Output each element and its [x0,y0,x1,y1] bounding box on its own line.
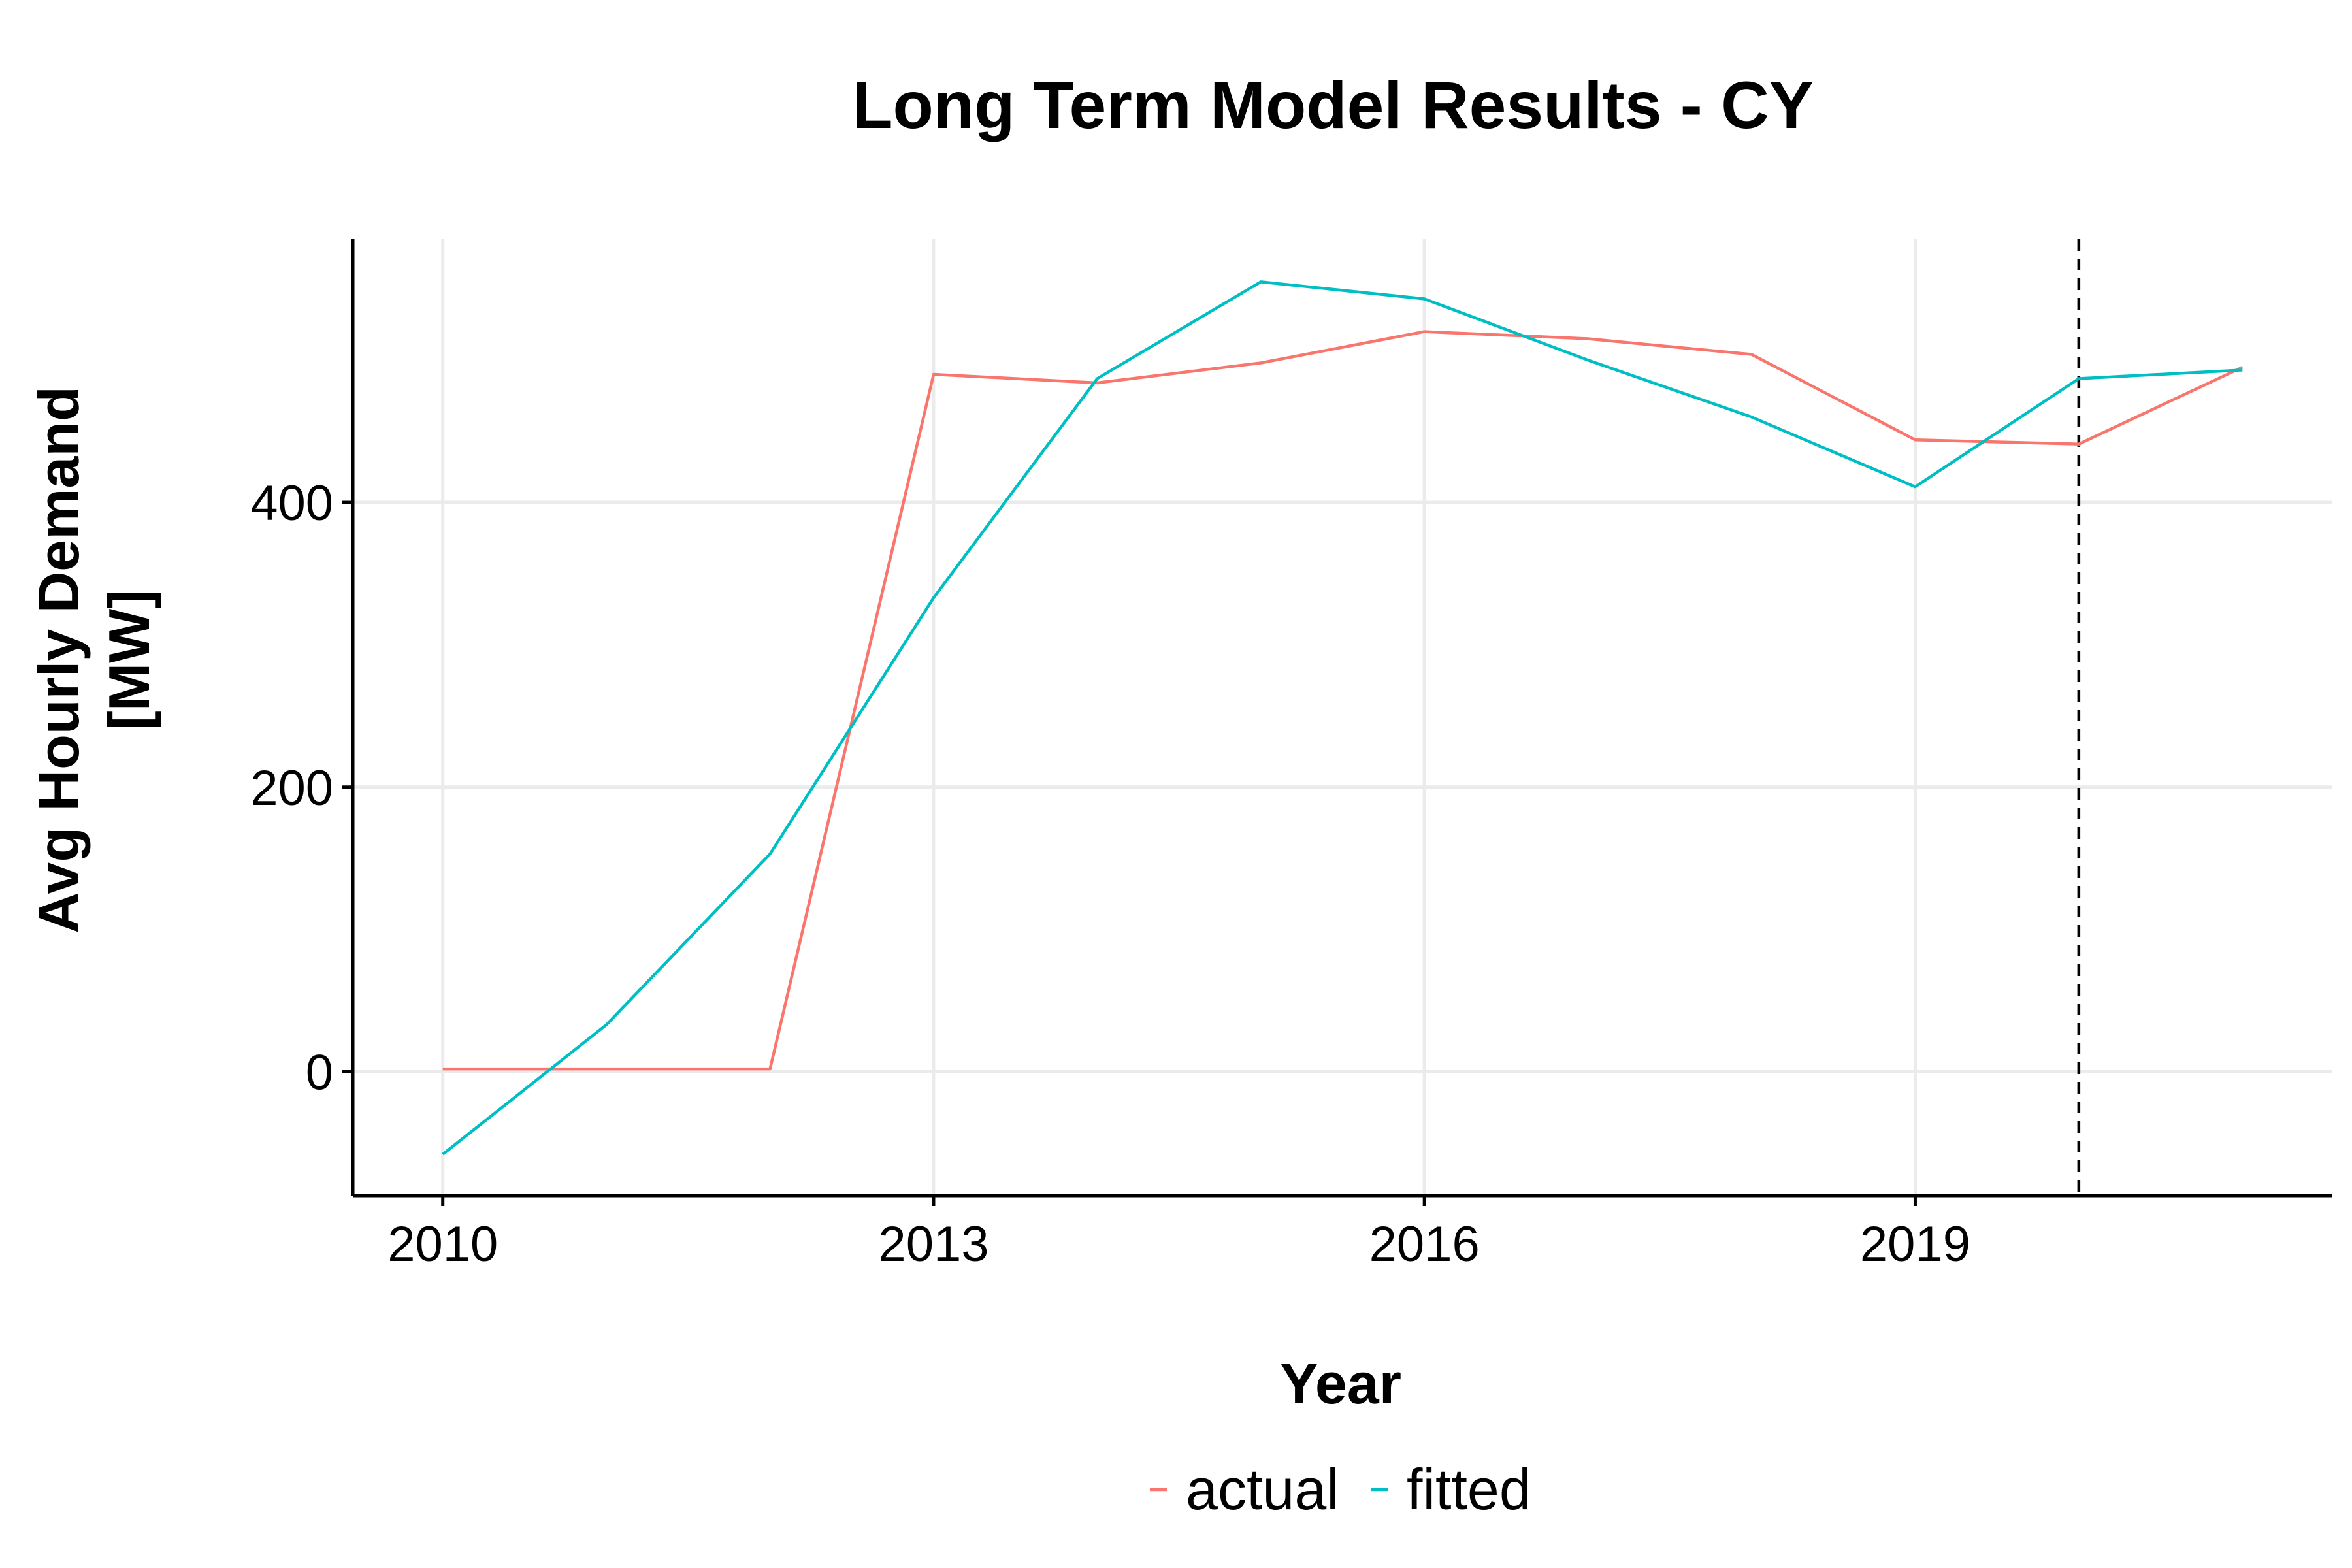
series-line-fitted [442,280,2243,1156]
y-tick-label: 200 [250,760,333,816]
y-axis-title-line2: [MW] [97,590,161,730]
y-axis-title: Avg Hourly Demand [MW] [26,386,161,934]
legend: actual fitted [1150,1457,1531,1522]
x-axis-title: Year [1280,1351,1401,1416]
x-tick-label: 2016 [1369,1217,1480,1272]
x-tick-label: 2013 [878,1217,988,1272]
x-axis-ticks: 2010 2013 2016 2019 [387,1196,1970,1272]
y-tick-label: 0 [306,1045,333,1100]
legend-label: fitted [1407,1457,1531,1522]
chart-title: Long Term Model Results - CY [852,68,1814,142]
x-tick-label: 2010 [387,1217,498,1272]
y-tick-label: 400 [250,476,333,531]
series-line-actual [442,330,2244,1071]
y-axis-ticks: 0 200 400 [250,476,353,1100]
legend-item-fitted: fitted [1371,1457,1531,1522]
x-tick-label: 2019 [1860,1217,1970,1272]
series-lines [442,280,2244,1156]
legend-item-actual: actual [1150,1457,1339,1522]
grid-lines [353,239,2332,1196]
legend-label: actual [1186,1457,1339,1522]
y-axis-title-line1: Avg Hourly Demand [26,386,91,934]
